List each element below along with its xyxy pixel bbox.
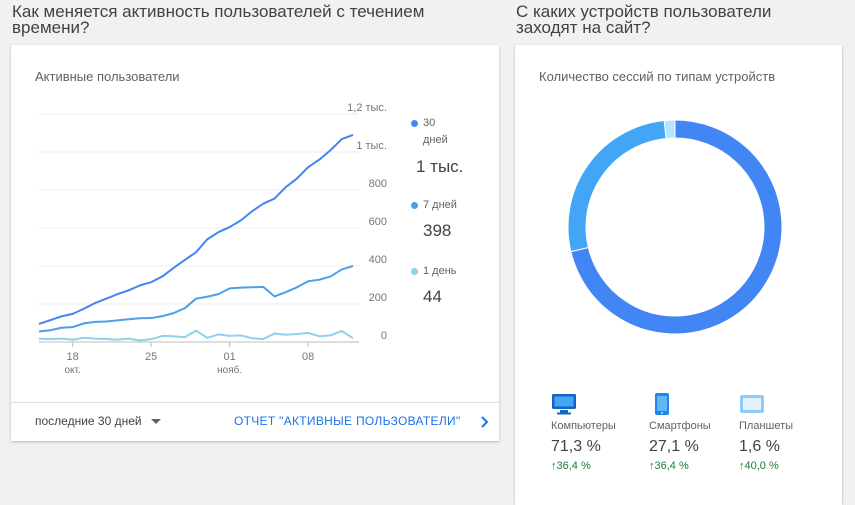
activity-section-title-line1: Как меняется активность пользователей с … xyxy=(12,2,425,21)
device-smartphone: Смартфоны 27,1 % ↑36,4 % xyxy=(649,393,711,472)
device-tablet-change: ↑40,0 % xyxy=(739,460,779,472)
legend-label-7-days: 7 дней xyxy=(423,199,457,211)
y-tick-label: 0 xyxy=(381,330,387,342)
date-range-dropdown[interactable]: последние 30 дней xyxy=(35,414,161,428)
legend-label-30-days: 30 дней xyxy=(423,117,448,146)
smartphone-icon xyxy=(655,393,669,415)
y-tick-label: 1,2 тыс. xyxy=(347,102,387,114)
devices-donut-chart xyxy=(567,119,783,335)
y-tick-label: 600 xyxy=(369,216,387,228)
arrow-up-icon: ↑ xyxy=(649,460,655,472)
devices-card: Количество сессий по типам устройств Ком… xyxy=(515,45,842,505)
activity-section-title: Как меняется активность пользователей с … xyxy=(12,2,425,37)
devices-section-title-line1: С каких устройств пользователи xyxy=(516,2,772,21)
device-tablet: Планшеты 1,6 % ↑40,0 % xyxy=(739,393,793,472)
active-users-card: Активные пользователи 0 200 400 600 800 1 тыс… xyxy=(11,45,499,441)
legend-value-7-days: 398 xyxy=(423,221,452,240)
x-tick-label: 25 xyxy=(145,351,157,363)
device-desktop-percent: 71,3 % xyxy=(551,438,601,455)
donut-slice-1[interactable] xyxy=(567,119,667,253)
donut-slice-2[interactable] xyxy=(663,119,676,139)
active-users-chart: 0 200 400 600 800 1 тыс. 1,2 тыс. 18 окт. 25 01но… xyxy=(38,102,387,376)
x-tick-label: 01 xyxy=(224,351,236,363)
legend-label-1-day: 1 день xyxy=(423,265,457,277)
chevron-right-icon[interactable] xyxy=(481,416,489,428)
legend-dot-30-days xyxy=(411,120,418,127)
devices-card-title: Количество сессий по типам устройств xyxy=(539,69,776,84)
date-range-label: последние 30 дней xyxy=(35,414,142,428)
device-tablet-percent: 1,6 % xyxy=(739,438,780,455)
x-tick-sublabel: нояб. xyxy=(217,364,242,376)
device-smartphone-change: ↑36,4 % xyxy=(649,460,689,472)
device-desktop-label: Компьютеры xyxy=(551,420,616,432)
series-line-1 xyxy=(38,265,354,333)
card-footer-divider xyxy=(11,402,499,403)
legend-value-1-day: 44 xyxy=(423,287,442,306)
chart-series xyxy=(38,133,354,342)
device-tablet-label: Планшеты xyxy=(739,420,794,432)
series-line-0 xyxy=(38,133,354,325)
device-desktop-change: ↑36,4 % xyxy=(551,460,591,472)
activity-section-title-line2: времени? xyxy=(12,18,90,37)
report-link-label: ОТЧЕТ "АКТИВНЫЕ ПОЛЬЗОВАТЕЛИ" xyxy=(234,414,461,428)
tablet-icon xyxy=(740,395,764,413)
donut-slice-0[interactable] xyxy=(570,119,783,335)
legend-dot-7-days xyxy=(411,202,418,209)
legend-dot-1-day xyxy=(411,268,418,275)
x-tick-label: 18 xyxy=(67,351,79,363)
y-tick-label: 400 xyxy=(369,254,387,266)
y-tick-label: 800 xyxy=(369,178,387,190)
legend-value-30-days: 1 тыс. xyxy=(416,157,464,176)
device-desktop: Компьютеры 71,3 % ↑36,4 % xyxy=(551,393,616,472)
active-users-card-title: Активные пользователи xyxy=(35,69,180,84)
devices-section-title: С каких устройств пользователи заходят н… xyxy=(516,2,772,37)
series-line-2 xyxy=(38,329,354,342)
x-tick-label: 08 xyxy=(302,351,314,363)
devices-section-title-line2: заходят на сайт? xyxy=(516,18,651,37)
arrow-up-icon: ↑ xyxy=(739,460,745,472)
active-users-report-link[interactable]: ОТЧЕТ "АКТИВНЫЕ ПОЛЬЗОВАТЕЛИ" xyxy=(234,414,461,428)
caret-down-icon xyxy=(150,418,161,424)
desktop-icon xyxy=(552,394,576,415)
chart-y-axis-labels: 0 200 400 600 800 1 тыс. 1,2 тыс. xyxy=(347,102,387,342)
arrow-up-icon: ↑ xyxy=(551,460,557,472)
x-tick-sublabel: окт. xyxy=(64,365,80,376)
device-smartphone-label: Смартфоны xyxy=(649,420,711,432)
y-tick-label: 200 xyxy=(369,292,387,304)
device-smartphone-percent: 27,1 % xyxy=(649,438,699,455)
y-tick-label: 1 тыс. xyxy=(356,140,387,152)
